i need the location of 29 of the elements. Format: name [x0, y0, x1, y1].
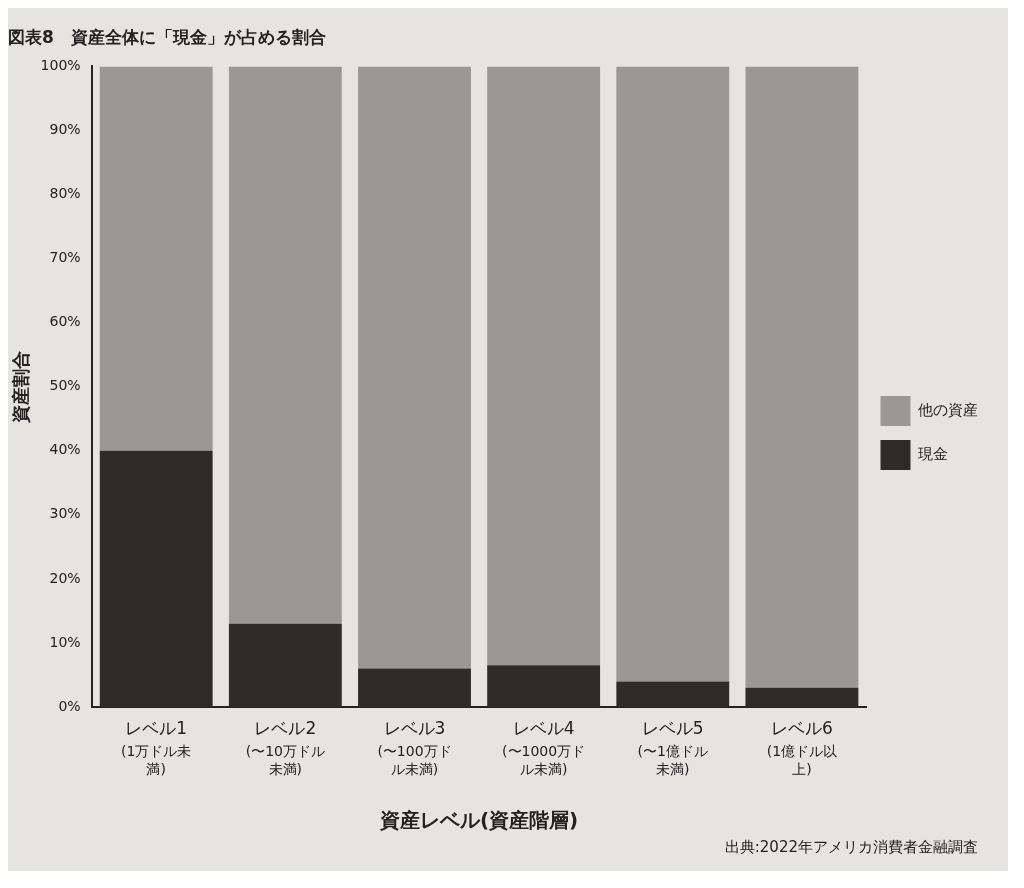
bar — [745, 66, 859, 688]
x-tick-label: レベル5 (〜1億ドル未満) — [636, 717, 709, 778]
y-axis-title: 資産割合 — [10, 350, 32, 424]
x-tick-label: レベル6 (1億ドル以上) — [765, 717, 839, 778]
x-tick-label: レベル1 (1万ドル未満) — [120, 717, 193, 778]
x-axis-title: 資産レベル(資産階層) — [378, 808, 579, 833]
y-tick-label: 30% — [49, 505, 81, 522]
y-tick-label: 40% — [49, 441, 81, 458]
y-tick-label: 0% — [58, 697, 81, 714]
y-tick-label: 50% — [49, 377, 81, 394]
legend-label: 現金 — [918, 444, 948, 463]
bar — [228, 66, 342, 624]
legend-label: 他の資産 — [918, 400, 978, 419]
x-tick-label: レベル3 (〜100万ドル未満) — [376, 717, 453, 778]
y-tick-label: 90% — [49, 121, 81, 138]
y-tick-label: 100% — [40, 57, 81, 74]
chart-title: 図表8 資産全体に「現金」が占める割合 — [8, 26, 326, 47]
bar — [616, 66, 730, 682]
y-tick-label: 10% — [49, 633, 81, 650]
source-note: 出典:2022年アメリカ消費者金融調査 — [723, 838, 979, 857]
y-tick-label: 20% — [49, 569, 81, 586]
x-tick-label: レベル2 (〜10万ドル未満) — [244, 717, 326, 778]
bar — [99, 66, 213, 451]
y-tick-label: 70% — [49, 249, 81, 266]
y-tick-label: 80% — [49, 185, 81, 202]
bar — [358, 66, 471, 669]
bar — [487, 66, 601, 666]
y-tick-label: 60% — [49, 313, 81, 330]
x-tick-label: レベル4 (〜1000万ドル未満) — [501, 717, 587, 778]
